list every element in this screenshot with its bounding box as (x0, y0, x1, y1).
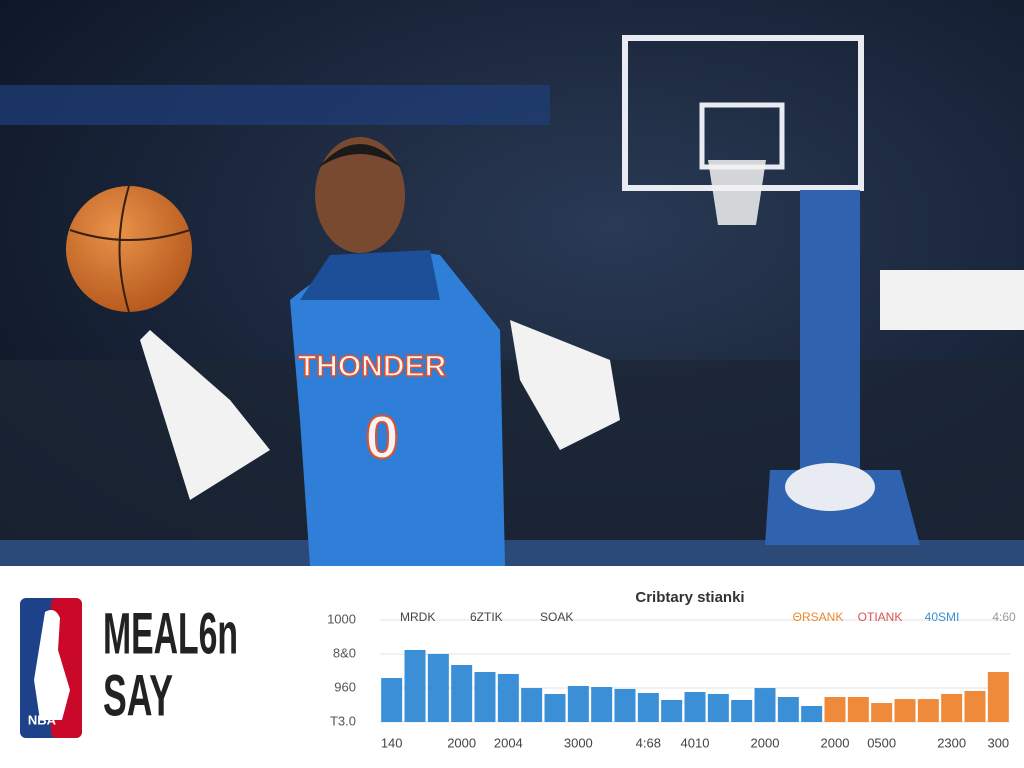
bar (754, 688, 776, 722)
x-tick-label: 4:68 (636, 735, 661, 750)
bar (427, 653, 449, 722)
x-tick-label: 2000 (821, 735, 850, 750)
annotation: 6ZTIK (470, 610, 503, 624)
y-tick-label: 960 (334, 679, 356, 694)
bar (521, 688, 543, 722)
bar (451, 664, 473, 722)
bar (707, 693, 729, 722)
bar (777, 697, 799, 722)
nba-logo: NBA (20, 598, 82, 738)
x-tick-label: 300 (987, 735, 1009, 750)
bar (847, 697, 869, 722)
x-tick-label: 2000 (751, 735, 780, 750)
bar (731, 699, 753, 722)
bar (941, 693, 963, 722)
annotation: MRDK (400, 610, 435, 624)
bar (381, 678, 403, 722)
bar (637, 693, 659, 722)
photo: THONDER 0 (0, 0, 1024, 566)
x-tick-label: 2300 (937, 735, 966, 750)
bar (614, 688, 636, 722)
bar (871, 703, 893, 722)
x-tick-label: 3000 (564, 735, 593, 750)
x-tick-label: 2000 (447, 735, 476, 750)
x-tick-label: 4010 (681, 735, 710, 750)
annotation: 40SMI (925, 610, 960, 624)
chart-title: Cribtary stianki (635, 589, 744, 606)
jersey-number: 0 (365, 404, 398, 471)
bar (894, 699, 916, 722)
bar (801, 705, 823, 722)
annotation: SOAK (540, 610, 573, 624)
headline: SAY (103, 663, 173, 728)
bar (404, 649, 426, 722)
annotation: ΘRSANK (793, 610, 844, 624)
bar (591, 687, 613, 722)
annotation: 4:60 (992, 610, 1016, 624)
bar (544, 693, 566, 722)
logo-text: NBA (28, 712, 57, 727)
bar (824, 697, 846, 722)
x-tick-label: 2004 (494, 735, 523, 750)
jersey-text: THONDER (298, 350, 447, 383)
bar (684, 692, 706, 722)
bar (567, 685, 589, 722)
headline: MEAL6n (103, 601, 238, 666)
chart: 1000 8&0 960 T3.0 MRDK 6ZTIK SOAK ΘRSANK OTIANK 4… (327, 610, 1016, 750)
bar (474, 672, 496, 722)
annotation: OTIANK (858, 610, 903, 624)
y-tick-label: 1000 (327, 611, 356, 626)
x-tick-label: 140 (381, 735, 403, 750)
x-tick-label: 0500 (867, 735, 896, 750)
y-tick-label: T3.0 (330, 713, 356, 728)
bar (917, 699, 939, 722)
y-tick-label: 8&0 (333, 645, 356, 660)
bar (987, 672, 1009, 722)
bar (497, 673, 519, 722)
bar (964, 690, 986, 722)
bar (661, 699, 683, 722)
